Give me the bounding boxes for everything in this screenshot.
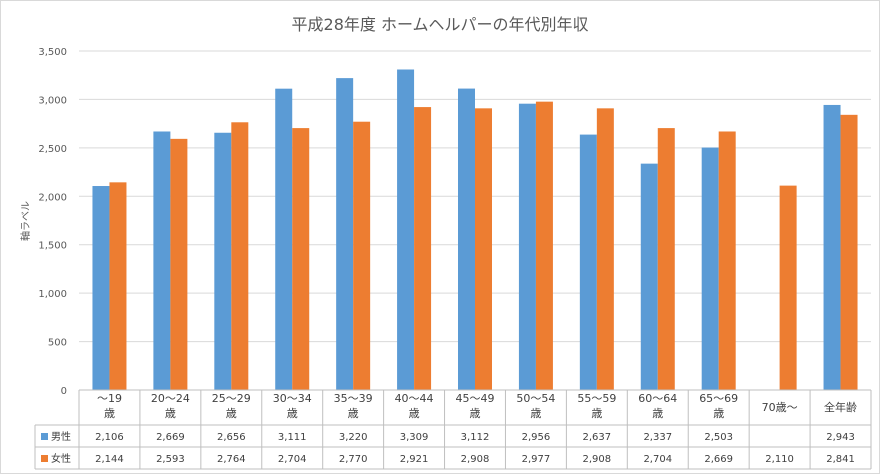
x-category-label: 25～29 歳 bbox=[212, 392, 251, 420]
data-label: 2,144 bbox=[95, 454, 124, 465]
legend-label-female: 女性 bbox=[51, 452, 71, 465]
data-label: 2,908 bbox=[461, 454, 490, 465]
bar-female bbox=[170, 138, 188, 390]
y-tick-label: 1,500 bbox=[38, 241, 67, 252]
bar-male bbox=[275, 88, 293, 390]
x-category-label: 35～39 歳 bbox=[334, 392, 373, 420]
data-table: ～19 歳 20～24 歳 25～29 歳 30～34 歳 35～39 歳 40～44 歳 45～49 歳… bbox=[34, 389, 872, 470]
data-label: 2,656 bbox=[217, 432, 246, 443]
data-label: 2,669 bbox=[156, 432, 185, 443]
data-label: 2,503 bbox=[704, 432, 733, 443]
legend-swatch-male bbox=[41, 433, 48, 440]
data-label: 2,669 bbox=[704, 454, 733, 465]
bar-male bbox=[92, 186, 110, 390]
data-label: 3,309 bbox=[400, 432, 429, 443]
bar-female bbox=[779, 185, 797, 390]
data-label: 3,111 bbox=[278, 432, 307, 443]
y-tick-label: 2,500 bbox=[38, 144, 67, 155]
data-label: 2,956 bbox=[522, 432, 551, 443]
data-label: 2,704 bbox=[278, 454, 307, 465]
y-tick-label: 2,000 bbox=[38, 192, 67, 203]
x-category-label: 40～44 歳 bbox=[395, 392, 434, 420]
data-label: 2,943 bbox=[826, 432, 855, 443]
bar-male bbox=[518, 103, 536, 391]
chart-title: 平成28年度 ホームヘルパーの年代別年収 bbox=[292, 15, 589, 34]
data-label: 2,841 bbox=[826, 454, 855, 465]
data-label: 3,220 bbox=[339, 432, 368, 443]
bar-male bbox=[458, 88, 475, 391]
legend-label-male: 男性 bbox=[51, 430, 71, 443]
data-label: 2,637 bbox=[583, 432, 612, 443]
x-category-label: 70歳～ bbox=[762, 401, 798, 414]
x-category-label: 30～34 歳 bbox=[273, 392, 312, 420]
bar-female bbox=[475, 108, 492, 391]
y-axis-label: 軸ラベル bbox=[19, 201, 32, 241]
y-tick-label: 0 bbox=[61, 386, 67, 397]
data-label: 2,593 bbox=[156, 454, 185, 465]
bar-male bbox=[336, 78, 354, 391]
data-label: 2,908 bbox=[583, 454, 612, 465]
bar-female bbox=[840, 114, 858, 390]
bar-female bbox=[535, 101, 553, 391]
data-label: 2,106 bbox=[95, 432, 124, 443]
data-label: 3,112 bbox=[461, 432, 490, 443]
data-label: 2,337 bbox=[643, 432, 672, 443]
y-tick-label: 500 bbox=[48, 338, 67, 349]
bars bbox=[92, 69, 858, 391]
bar-male bbox=[214, 132, 232, 390]
data-label: 2,704 bbox=[643, 454, 672, 465]
bar-female bbox=[292, 128, 310, 390]
x-category-label: 55～59 歳 bbox=[577, 392, 616, 420]
bar-male bbox=[823, 104, 841, 390]
bar-male bbox=[701, 147, 719, 390]
data-label: 2,770 bbox=[339, 454, 368, 465]
x-category-label: 20～24 歳 bbox=[151, 392, 190, 420]
y-axis-ticks: 0 500 1,000 1,500 2,000 2,500 3,000 3,500 bbox=[38, 47, 67, 397]
x-category-label: ～19 歳 bbox=[97, 392, 122, 420]
bar-female bbox=[231, 122, 249, 390]
y-tick-label: 3,000 bbox=[38, 95, 67, 106]
bar-male bbox=[640, 163, 658, 390]
data-label: 2,977 bbox=[522, 454, 551, 465]
data-label: 2,921 bbox=[400, 454, 429, 465]
bar-female bbox=[414, 107, 432, 390]
bar-male bbox=[397, 69, 415, 390]
bar-male bbox=[579, 134, 597, 390]
data-label: 2,764 bbox=[217, 454, 246, 465]
bar-female bbox=[353, 121, 371, 390]
x-category-label: 50～54 歳 bbox=[516, 392, 555, 420]
x-category-label: 45～49 歳 bbox=[456, 392, 495, 420]
bar-female bbox=[657, 128, 675, 390]
x-category-label: 全年齢 bbox=[824, 400, 857, 414]
y-tick-label: 3,500 bbox=[38, 47, 67, 58]
bar-female bbox=[109, 182, 127, 390]
y-tick-label: 1,000 bbox=[38, 289, 67, 300]
x-category-label: 65～69 歳 bbox=[699, 392, 738, 420]
bar-female bbox=[718, 131, 736, 390]
bar-male bbox=[153, 131, 171, 390]
data-label: 2,110 bbox=[765, 454, 794, 465]
x-category-label: 60～64 歳 bbox=[638, 392, 677, 420]
legend-swatch-female bbox=[41, 455, 48, 462]
bar-female bbox=[596, 108, 614, 391]
